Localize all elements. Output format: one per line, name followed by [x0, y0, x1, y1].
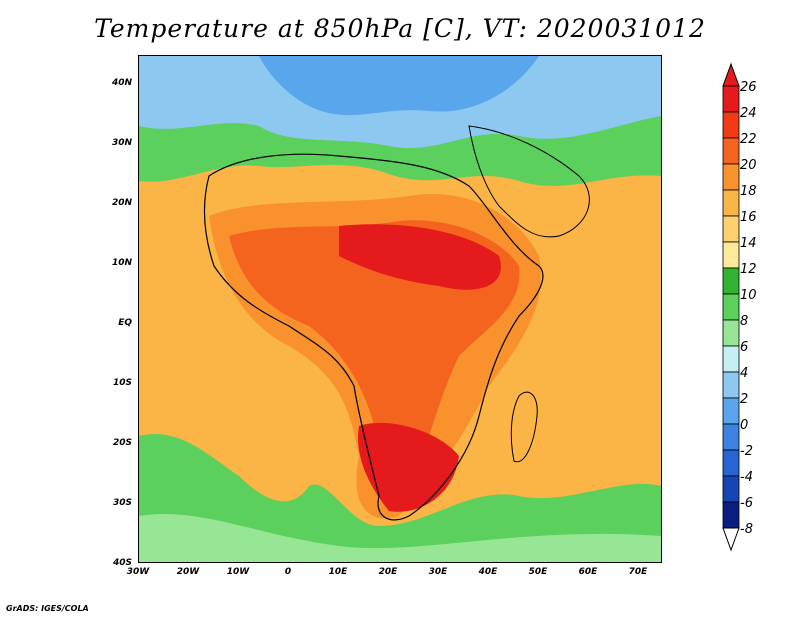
lon-label-20e: 20E	[378, 567, 398, 577]
cbar-label-8: 8	[740, 314, 749, 329]
colorbar-segment	[722, 449, 740, 477]
cbar-label-22: 22	[740, 132, 757, 147]
colorbar-segment	[722, 137, 740, 165]
lon-label-20w: 20W	[176, 567, 200, 577]
colorbar-segment	[722, 215, 740, 243]
cbar-label-26: 26	[740, 80, 757, 95]
grads-credit: GrADS: IGES/COLA	[6, 604, 89, 613]
cbar-label-20: 20	[740, 158, 757, 173]
temperature-field	[139, 56, 661, 562]
lon-label-60e: 60E	[578, 567, 598, 577]
lon-label-30e: 30E	[428, 567, 448, 577]
cbar-label-m8: -8	[740, 522, 753, 537]
map-title: Temperature at 850hPa [C], VT: 202003101…	[94, 14, 706, 43]
colorbar-segment	[722, 163, 740, 191]
lat-label-20n: 20N	[111, 198, 132, 208]
lat-label-40s: 40S	[112, 558, 132, 568]
colorbar-segment	[722, 319, 740, 347]
cbar-label-6: 6	[740, 340, 749, 355]
lat-label-40n: 40N	[111, 78, 132, 88]
lat-label-20s: 20S	[112, 438, 132, 448]
cbar-label-10: 10	[740, 288, 757, 303]
lat-label-10s: 10S	[112, 378, 132, 388]
colorbar-segment	[722, 423, 740, 451]
cbar-label-14: 14	[740, 236, 757, 251]
lat-label-30n: 30N	[111, 138, 132, 148]
lon-label-70e: 70E	[628, 567, 648, 577]
lon-label-40e: 40E	[478, 567, 498, 577]
colorbar	[722, 62, 740, 552]
lat-label-eq: EQ	[118, 318, 132, 328]
lon-label-10e: 10E	[328, 567, 348, 577]
cbar-label-2: 2	[740, 392, 749, 407]
cbar-label-24: 24	[740, 106, 757, 121]
cbar-label-m2: -2	[740, 444, 753, 459]
cbar-label-4: 4	[740, 366, 749, 381]
lon-label-0: 0	[284, 567, 292, 577]
colorbar-segment	[722, 85, 740, 113]
colorbar-segment	[722, 111, 740, 139]
lat-label-30s: 30S	[112, 498, 132, 508]
cbar-label-0: 0	[740, 418, 749, 433]
colorbar-segment	[722, 501, 740, 529]
colorbar-segment	[722, 397, 740, 425]
colorbar-top-arrow	[722, 62, 740, 87]
colorbar-segment	[722, 293, 740, 321]
lon-label-10w: 10W	[226, 567, 250, 577]
temperature-map	[138, 55, 662, 563]
colorbar-segment	[722, 371, 740, 399]
colorbar-segment	[722, 241, 740, 269]
cbar-label-m4: -4	[740, 470, 753, 485]
colorbar-segment	[722, 475, 740, 503]
colorbar-segment	[722, 345, 740, 373]
cbar-label-m6: -6	[740, 496, 753, 511]
cbar-label-16: 16	[740, 210, 757, 225]
lon-label-50e: 50E	[528, 567, 548, 577]
colorbar-bottom-arrow	[722, 527, 740, 552]
cbar-label-18: 18	[740, 184, 757, 199]
lon-label-30w: 30W	[126, 567, 150, 577]
cbar-label-12: 12	[740, 262, 757, 277]
lat-label-10n: 10N	[111, 258, 132, 268]
colorbar-segment	[722, 189, 740, 217]
colorbar-segment	[722, 267, 740, 295]
